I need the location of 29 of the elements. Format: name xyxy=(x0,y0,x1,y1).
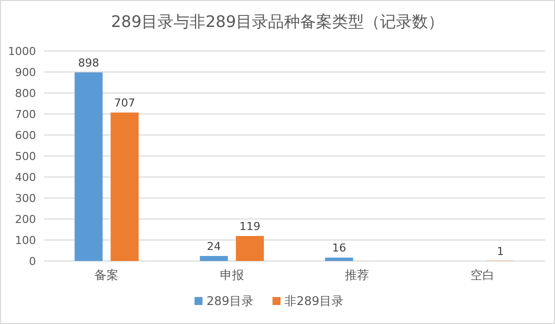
y-tick-label: 400 xyxy=(15,171,36,184)
data-label: 119 xyxy=(239,220,260,234)
bar xyxy=(325,258,354,261)
legend-label: 289目录 xyxy=(206,294,254,308)
data-label: 707 xyxy=(114,96,136,110)
y-tick-label: 900 xyxy=(15,66,36,79)
y-tick-label: 300 xyxy=(15,192,36,205)
y-tick-label: 800 xyxy=(15,87,36,100)
bar xyxy=(74,72,103,261)
data-label: 898 xyxy=(78,56,100,70)
x-tick-label: 备案 xyxy=(94,268,119,282)
y-tick-label: 500 xyxy=(15,150,36,163)
x-tick-label: 空白 xyxy=(470,268,494,282)
y-tick-label: 1000 xyxy=(8,45,36,58)
y-tick-label: 0 xyxy=(29,255,36,268)
y-tick-label: 200 xyxy=(15,213,36,226)
y-tick-label: 600 xyxy=(15,129,36,142)
y-tick-label: 700 xyxy=(15,108,36,121)
x-tick-label: 申报 xyxy=(220,268,244,282)
data-label: 24 xyxy=(206,240,221,253)
chart-title: 289目录与非289目录品种备案类型（记录数） xyxy=(110,12,444,31)
y-tick-label: 100 xyxy=(15,234,36,247)
bar xyxy=(200,256,228,261)
legend-label: 非289目录 xyxy=(284,294,344,308)
bar xyxy=(110,112,139,261)
bar xyxy=(236,236,264,261)
data-label: 1 xyxy=(496,244,504,258)
x-tick-label: 推荐 xyxy=(345,268,370,282)
data-label: 16 xyxy=(332,242,346,255)
